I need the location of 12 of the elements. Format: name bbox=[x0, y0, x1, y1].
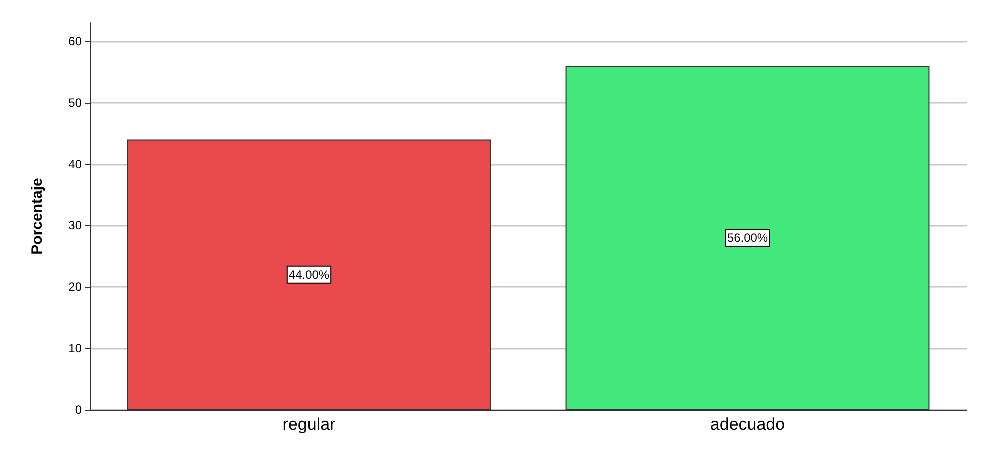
x-tick-label: adecuado bbox=[710, 415, 786, 434]
y-tick-label: 60 bbox=[68, 34, 82, 48]
y-tick-label: 40 bbox=[68, 157, 82, 172]
y-tick-label: 50 bbox=[68, 96, 82, 110]
y-tick-label: 10 bbox=[68, 342, 82, 356]
y-axis-title: Porcentaje bbox=[29, 178, 46, 255]
data-label: 44.00% bbox=[288, 268, 330, 282]
y-tick-label: 30 bbox=[68, 218, 82, 233]
y-tick-label: 20 bbox=[68, 280, 82, 294]
data-label: 56.00% bbox=[727, 231, 768, 245]
y-tick-label: 0 bbox=[75, 403, 82, 417]
x-tick-label: regular bbox=[282, 415, 336, 434]
